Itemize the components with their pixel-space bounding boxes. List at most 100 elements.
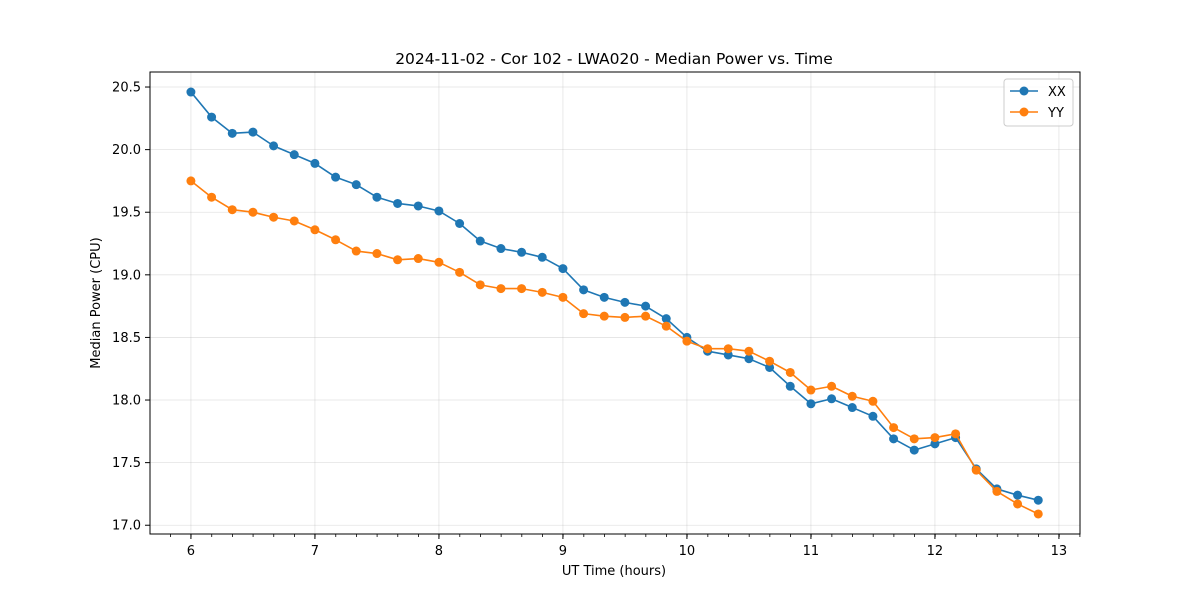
data-point-yy	[868, 396, 878, 406]
data-point-xx	[599, 292, 609, 302]
data-point-yy	[971, 465, 981, 475]
y-tick-label: 20.0	[112, 143, 141, 158]
data-point-yy	[620, 312, 630, 322]
data-point-xx	[517, 247, 527, 257]
data-point-yy	[641, 311, 651, 321]
data-point-yy	[393, 255, 403, 265]
data-point-yy	[434, 257, 444, 267]
legend-marker-yy	[1019, 107, 1029, 117]
data-point-yy	[765, 356, 775, 366]
x-tick-label: 8	[435, 544, 443, 559]
data-point-xx	[434, 206, 444, 216]
data-point-xx	[269, 141, 279, 151]
data-point-xx	[827, 394, 837, 404]
chart-title: 2024-11-02 - Cor 102 - LWA020 - Median P…	[395, 50, 833, 68]
data-point-xx	[868, 411, 878, 421]
y-tick-label: 18.0	[112, 394, 141, 409]
data-point-xx	[620, 297, 630, 307]
data-point-yy	[599, 311, 609, 321]
y-tick-label: 17.5	[112, 456, 141, 471]
legend-label-yy: YY	[1047, 106, 1064, 121]
data-point-xx	[723, 350, 733, 360]
data-point-xx	[1013, 490, 1023, 500]
data-point-yy	[310, 225, 320, 235]
grid	[150, 72, 1080, 534]
data-point-yy	[455, 267, 465, 277]
data-point-yy	[847, 391, 857, 401]
data-point-yy	[289, 216, 299, 226]
data-point-yy	[475, 280, 485, 290]
data-point-xx	[641, 301, 651, 311]
data-point-yy	[517, 284, 527, 294]
data-point-xx	[661, 314, 671, 324]
data-point-yy	[227, 205, 237, 215]
data-point-yy	[930, 433, 940, 443]
data-point-yy	[827, 381, 837, 391]
data-point-yy	[723, 344, 733, 354]
data-point-yy	[785, 367, 795, 377]
y-axis-ticks: 17.0 17.5 18.0 18.5 19.0 19.5 20.0 20.5	[112, 81, 150, 534]
data-point-yy	[207, 192, 217, 202]
data-point-yy	[331, 235, 341, 245]
x-tick-label: 10	[679, 544, 696, 559]
data-point-xx	[785, 381, 795, 391]
data-point-yy	[1013, 499, 1023, 509]
legend: XX YY	[1003, 78, 1074, 127]
data-point-yy	[372, 249, 382, 259]
x-tick-label: 12	[927, 544, 944, 559]
data-point-yy	[703, 344, 713, 354]
data-point-xx	[289, 150, 299, 160]
x-tick-label: 11	[803, 544, 820, 559]
x-tick-label: 6	[187, 544, 195, 559]
data-point-xx	[909, 445, 919, 455]
data-point-xx	[744, 354, 754, 364]
data-point-xx	[413, 201, 423, 211]
legend-label-xx: XX	[1048, 85, 1066, 100]
data-point-yy	[579, 309, 589, 319]
data-point-yy	[1033, 509, 1043, 519]
y-tick-label: 19.0	[112, 268, 141, 283]
data-point-xx	[579, 285, 589, 295]
y-tick-label: 20.5	[112, 81, 141, 96]
data-point-xx	[248, 127, 258, 137]
data-point-yy	[806, 385, 816, 395]
y-tick-label: 18.5	[112, 331, 141, 346]
data-point-yy	[744, 346, 754, 356]
x-axis-label: UT Time (hours)	[562, 564, 666, 579]
data-point-yy	[351, 246, 361, 256]
data-point-yy	[496, 284, 506, 294]
data-point-yy	[661, 321, 671, 331]
series-layer	[186, 87, 1043, 519]
data-point-xx	[475, 236, 485, 246]
data-point-xx	[227, 128, 237, 138]
data-point-xx	[186, 87, 196, 97]
data-point-xx	[372, 192, 382, 202]
data-point-yy	[269, 212, 279, 222]
y-axis-label: Median Power (CPU)	[89, 237, 104, 368]
data-point-yy	[951, 429, 961, 439]
data-point-xx	[806, 399, 816, 409]
data-point-xx	[331, 172, 341, 182]
y-tick-label: 19.5	[112, 206, 141, 221]
data-point-xx	[889, 434, 899, 444]
data-point-xx	[765, 362, 775, 372]
x-tick-label: 9	[559, 544, 567, 559]
data-point-xx	[351, 180, 361, 190]
data-point-yy	[537, 287, 547, 297]
data-point-yy	[889, 423, 899, 433]
x-axis-ticks: 6 7 8 9 10 11 12 13	[169, 534, 1081, 559]
data-point-xx	[930, 439, 940, 449]
data-point-xx	[310, 158, 320, 168]
data-point-xx	[207, 112, 217, 122]
plot-frame	[149, 71, 1081, 535]
data-point-yy	[248, 207, 258, 217]
data-point-xx	[1033, 495, 1043, 505]
data-point-yy	[909, 434, 919, 444]
x-tick-label: 7	[311, 544, 319, 559]
data-point-xx	[455, 218, 465, 228]
data-point-xx	[558, 264, 568, 274]
data-point-xx	[847, 403, 857, 413]
data-point-yy	[413, 254, 423, 264]
